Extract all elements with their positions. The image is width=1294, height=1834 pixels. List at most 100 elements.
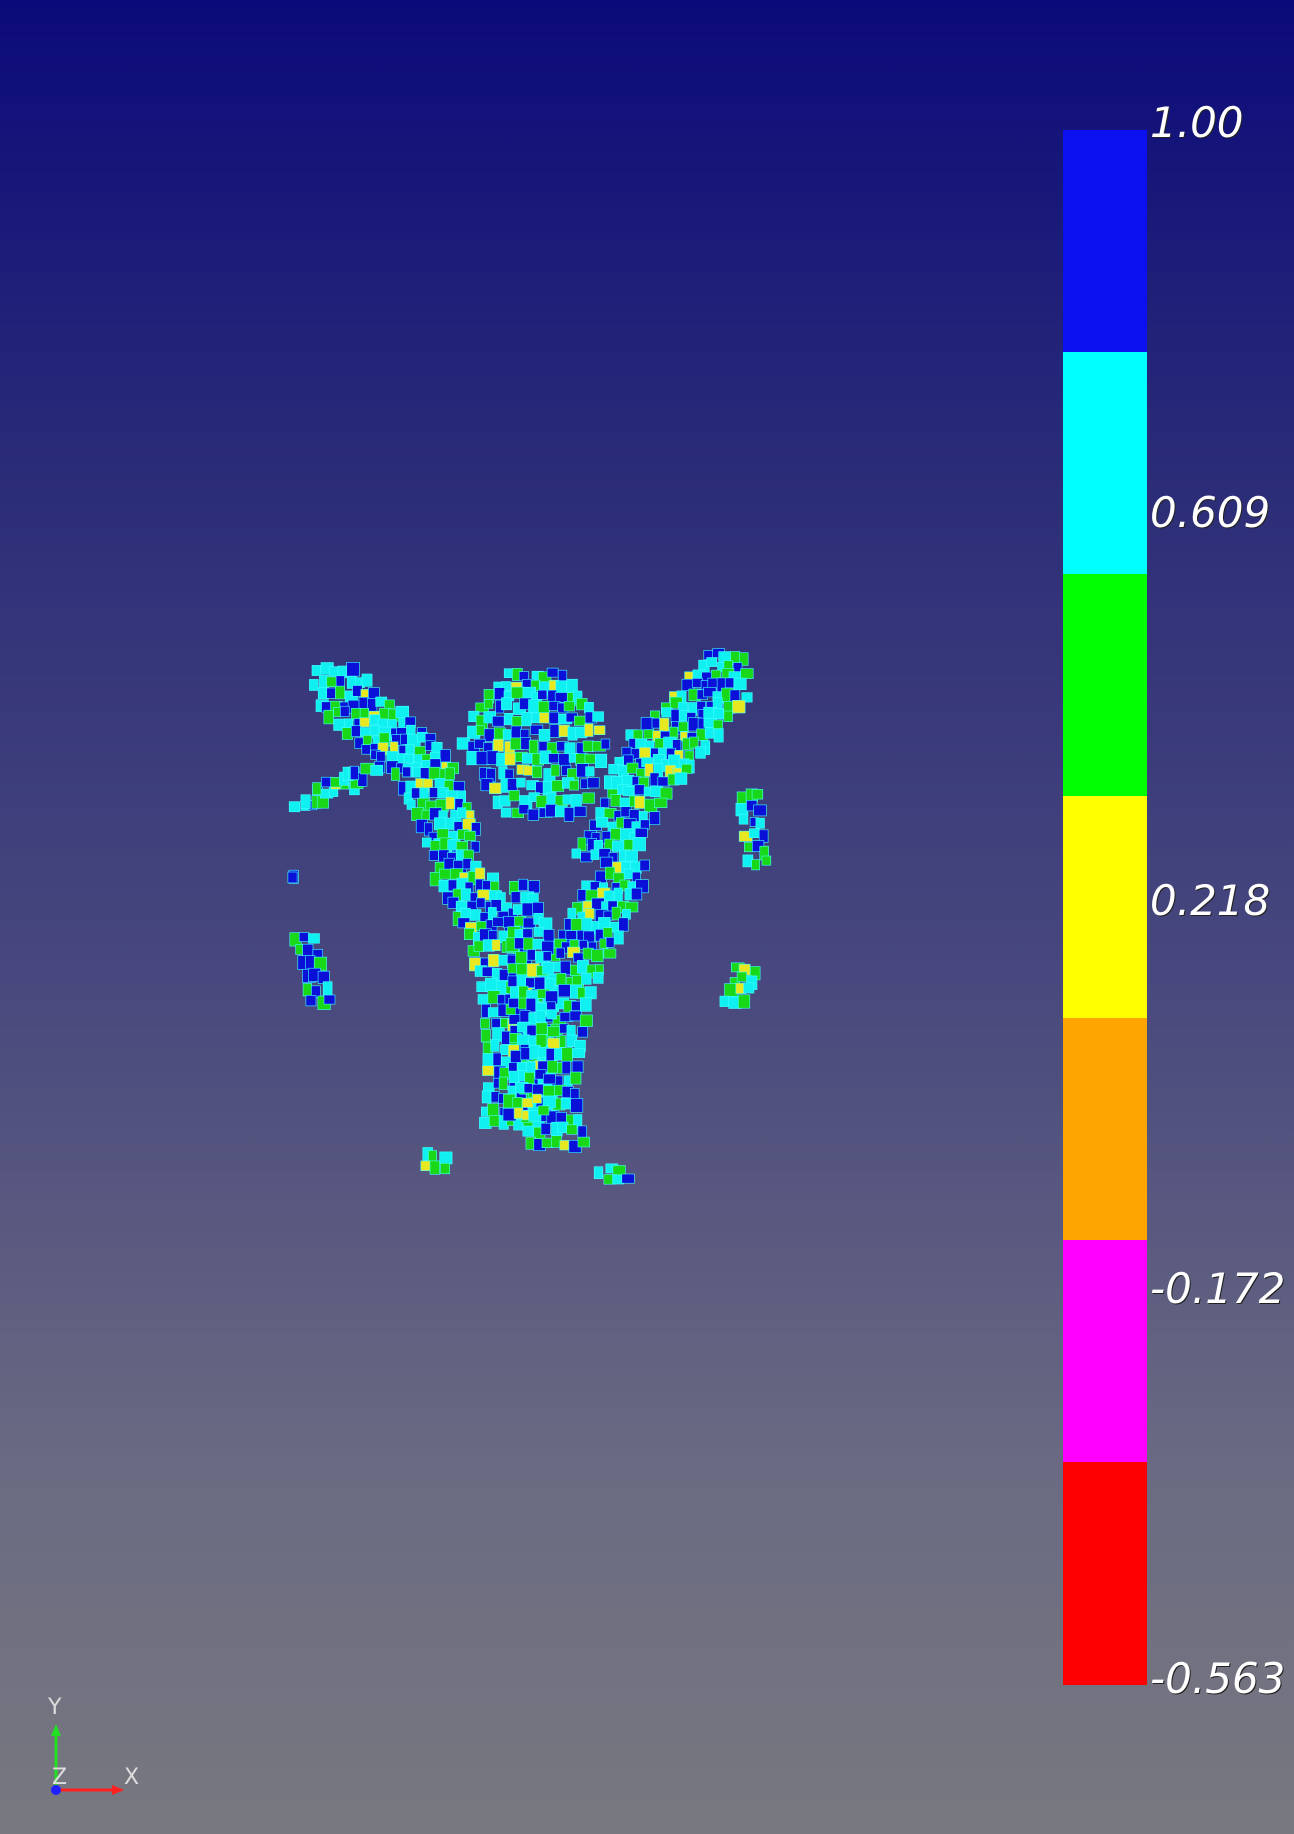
colorbar-segment <box>1063 130 1147 353</box>
mesh-cell <box>570 1098 584 1113</box>
mesh-cell <box>651 717 661 729</box>
mesh-cell <box>508 790 520 802</box>
mesh-cell <box>510 1050 522 1064</box>
mesh-cell <box>470 841 480 853</box>
mesh-cell <box>681 763 692 774</box>
mesh-cell <box>695 746 706 759</box>
mesh-cell <box>555 680 567 694</box>
mesh-cell <box>481 1090 492 1104</box>
mesh-cell <box>563 701 575 712</box>
mesh-cell <box>339 705 350 718</box>
mesh-cell <box>751 859 760 871</box>
mesh-cell <box>661 707 672 718</box>
mesh-cell <box>546 667 559 678</box>
colorbar-segment <box>1063 352 1147 575</box>
mesh-cell <box>600 738 611 750</box>
mesh-cell <box>540 1122 551 1135</box>
mesh-cell <box>581 972 592 985</box>
mesh-cell <box>618 917 629 932</box>
mesh-cell <box>531 765 543 779</box>
mesh-cell <box>492 738 504 752</box>
mesh-cell <box>600 797 610 808</box>
mesh-cell <box>724 983 738 997</box>
mesh-cell <box>525 997 536 1013</box>
mesh-cell <box>511 686 525 699</box>
mesh-cell <box>300 794 311 809</box>
mesh-cell <box>748 828 760 839</box>
mesh-cell <box>568 780 579 791</box>
mesh-cell <box>581 917 593 932</box>
mesh-cell <box>445 817 455 830</box>
mesh-cell <box>370 764 384 776</box>
mesh-cell <box>584 723 594 737</box>
mesh-cell <box>483 699 494 709</box>
colorbar-label-3: 0.218 <box>1150 876 1271 925</box>
mesh-cell <box>542 962 554 975</box>
mesh-cell <box>376 751 386 763</box>
colorbar-segment <box>1063 1018 1147 1241</box>
mesh-cell <box>569 1010 582 1022</box>
mesh-cell <box>507 778 518 791</box>
mesh-cell <box>723 710 733 722</box>
mesh-cell <box>595 816 609 828</box>
color-legend-bar <box>1063 130 1147 1685</box>
mesh-cell <box>525 1061 536 1074</box>
mesh-cell <box>733 677 747 690</box>
mesh-cell <box>603 948 617 959</box>
mesh-cell <box>420 767 430 780</box>
mesh-cell <box>548 711 559 724</box>
mesh-cell <box>577 1136 590 1148</box>
mesh-cell <box>563 807 575 822</box>
mesh-cell <box>582 792 595 804</box>
mesh-cell <box>611 906 621 921</box>
mesh-cell <box>600 856 614 869</box>
mesh-cell <box>755 817 765 829</box>
mesh-cell <box>477 994 489 1005</box>
mesh-cell <box>622 786 635 797</box>
mesh-cell <box>406 799 416 810</box>
mesh-cell <box>724 677 735 689</box>
mesh-cell <box>542 1085 555 1097</box>
colorbar-segment <box>1063 796 1147 1019</box>
mesh-cell <box>522 1125 535 1137</box>
mesh-cell <box>623 839 635 851</box>
mesh-cell <box>304 955 316 970</box>
mesh-cell <box>634 827 648 838</box>
mesh-cell <box>531 1083 544 1096</box>
mesh-cell <box>626 762 639 774</box>
mesh-cell <box>644 763 654 777</box>
mesh-cell <box>565 930 577 940</box>
mesh-cell <box>559 960 571 976</box>
mesh-cell <box>558 753 571 767</box>
mesh-cell <box>419 787 429 799</box>
mesh-cell <box>438 868 452 880</box>
mesh-cell <box>571 1060 584 1073</box>
mesh-cell <box>542 1073 556 1085</box>
mesh-cell <box>632 837 646 852</box>
mesh-cell <box>548 753 561 764</box>
mesh-cell <box>305 994 317 1007</box>
mesh-cell <box>573 805 587 817</box>
mesh-cell <box>513 1107 524 1120</box>
mesh-cell <box>460 888 472 901</box>
mesh-cell <box>538 728 551 741</box>
mesh-cell <box>489 782 502 795</box>
mesh-cell <box>359 717 370 728</box>
mesh-cell <box>439 1151 453 1165</box>
y-axis-arrow-icon <box>51 1724 61 1736</box>
mesh-cell <box>514 937 525 950</box>
mesh-cell <box>492 715 505 727</box>
mesh-cell <box>440 1163 450 1175</box>
mesh-cell <box>582 740 594 752</box>
mesh-cell <box>542 951 552 962</box>
mesh-cell <box>557 984 571 998</box>
mesh-cell <box>560 1098 572 1110</box>
mesh-cell <box>523 937 534 951</box>
mesh-cell <box>476 725 485 736</box>
mesh-cell <box>603 890 614 902</box>
mesh-cell <box>395 705 409 719</box>
mesh-cell <box>428 766 441 781</box>
colorbar-segment <box>1063 574 1147 797</box>
